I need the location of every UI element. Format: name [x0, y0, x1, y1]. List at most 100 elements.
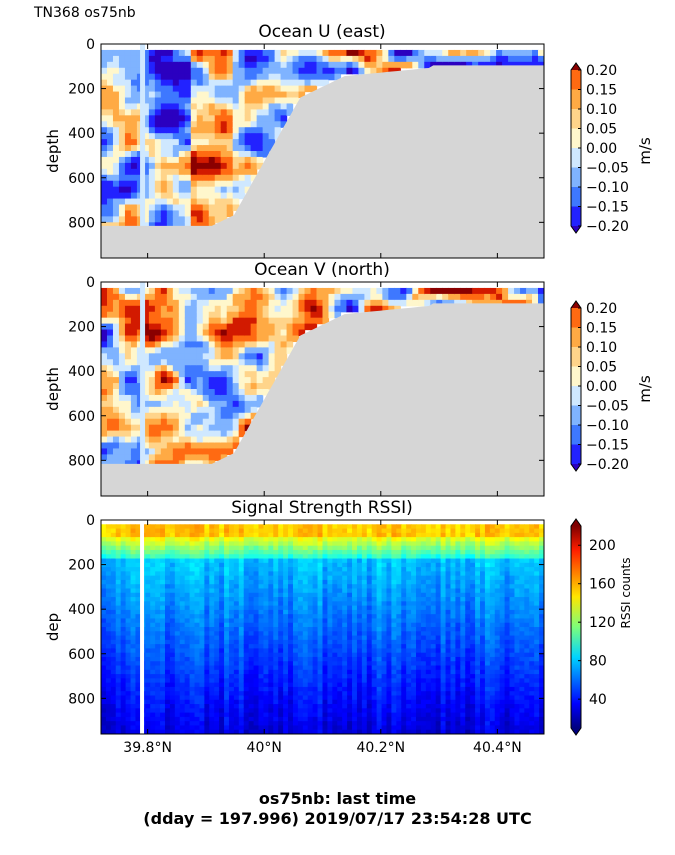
heatmap-cell — [219, 545, 225, 551]
heatmap-cell — [189, 537, 196, 542]
heatmap-cell — [184, 91, 192, 99]
heatmap-cell — [292, 592, 299, 598]
heatmap-cell — [394, 299, 401, 307]
heatmap-cell — [135, 716, 141, 722]
heatmap-cell — [347, 652, 353, 658]
heatmap-cell — [224, 601, 230, 607]
heatmap-cell — [278, 592, 284, 598]
heatmap-cell — [101, 61, 108, 69]
heatmap-cell — [508, 49, 515, 57]
heatmap-cell — [322, 712, 329, 718]
heatmap-cell — [322, 618, 329, 624]
heatmap-cell — [370, 305, 377, 313]
heatmap-cell — [347, 686, 353, 692]
heatmap-cell — [174, 699, 181, 705]
heatmap-cell — [292, 609, 299, 615]
heatmap-cell — [155, 716, 161, 722]
heatmap-cell — [135, 524, 141, 530]
heatmap-cell — [169, 721, 176, 727]
heatmap-cell — [381, 686, 388, 692]
heatmap-cell — [101, 406, 108, 414]
heatmap-cell — [124, 204, 132, 212]
heatmap-cell — [196, 299, 204, 307]
heatmap-cell — [112, 198, 120, 206]
heatmap-cell — [288, 631, 294, 637]
heatmap-cell — [226, 317, 234, 325]
heatmap-cell — [155, 537, 161, 542]
heatmap-cell — [150, 537, 156, 542]
heatmap-cell — [174, 686, 181, 692]
heatmap-cell — [194, 648, 201, 654]
heatmap-cell — [238, 686, 245, 692]
heatmap-cell — [196, 400, 204, 408]
heatmap-cell — [263, 528, 269, 534]
heatmap-cell — [347, 729, 353, 734]
heatmap-cell — [214, 359, 222, 366]
heatmap-cell — [199, 648, 205, 654]
heatmap-cell — [220, 156, 228, 164]
heatmap-cell — [273, 704, 279, 709]
heatmap-cell — [302, 639, 309, 645]
colorbar-extend-max — [571, 301, 581, 308]
heatmap-cell — [361, 674, 368, 679]
heatmap-cell — [112, 299, 120, 307]
heatmap-cell — [204, 691, 210, 697]
heatmap-cell — [250, 394, 258, 402]
heatmap-cell — [178, 79, 186, 87]
heatmap-cell — [238, 678, 245, 684]
heatmap-cell — [312, 597, 319, 602]
heatmap-cell — [286, 55, 294, 63]
heatmap-cell — [150, 524, 156, 530]
heatmap-cell — [208, 49, 216, 57]
heatmap-cell — [196, 347, 204, 354]
heatmap-cell — [208, 335, 216, 343]
heatmap-cell — [327, 622, 333, 628]
heatmap-cell — [302, 571, 309, 577]
heatmap-cell — [184, 579, 191, 585]
heatmap-cell — [130, 359, 138, 366]
heatmap-cell — [155, 665, 161, 671]
heatmap-cell — [184, 198, 192, 206]
heatmap-cell — [307, 665, 314, 671]
heatmap-cell — [253, 699, 260, 705]
heatmap-cell — [273, 631, 279, 637]
heatmap-cell — [406, 61, 413, 69]
heatmap-cell — [120, 618, 127, 624]
heatmap-cell — [166, 192, 174, 200]
heatmap-cell — [154, 323, 162, 331]
heatmap-cell — [342, 669, 348, 675]
heatmap-cell — [268, 91, 276, 99]
heatmap-cell — [298, 85, 306, 93]
heatmap-cell — [154, 460, 162, 467]
heatmap-cell — [184, 678, 191, 684]
heatmap-cell — [361, 528, 368, 534]
heatmap-cell — [337, 669, 343, 675]
heatmap-cell — [376, 597, 383, 602]
heatmap-cell — [112, 400, 120, 408]
heatmap-cell — [120, 695, 127, 701]
heatmap-cell — [202, 67, 210, 75]
heatmap-cell — [142, 139, 150, 146]
heatmap-cell — [130, 545, 137, 551]
heatmap-cell — [381, 532, 388, 538]
heatmap-cell — [178, 293, 186, 301]
heatmap-cell — [258, 627, 265, 632]
heatmap-cell — [317, 652, 324, 658]
heatmap-cell — [208, 353, 216, 360]
heatmap-cell — [356, 721, 363, 727]
heatmap-cell — [292, 528, 299, 534]
heatmap-cell — [220, 383, 228, 390]
heatmap-cell — [361, 669, 368, 675]
heatmap-cell — [166, 442, 174, 450]
heatmap-cell — [280, 293, 288, 301]
heatmap-cell — [160, 389, 168, 396]
heatmap-cell — [150, 635, 156, 641]
heatmap-cell — [317, 584, 324, 590]
heatmap-cell — [356, 588, 363, 594]
heatmap-cell — [366, 537, 373, 542]
heatmap-cell — [106, 454, 114, 461]
heatmap-cell — [371, 635, 378, 641]
heatmap-cell — [278, 549, 284, 555]
heatmap-cell — [142, 293, 150, 301]
heatmap-cell — [106, 394, 114, 402]
